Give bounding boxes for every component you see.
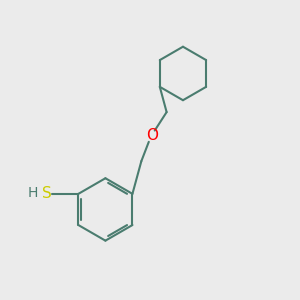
Text: O: O <box>146 128 158 143</box>
Text: S: S <box>42 186 52 201</box>
Text: H: H <box>27 186 38 200</box>
